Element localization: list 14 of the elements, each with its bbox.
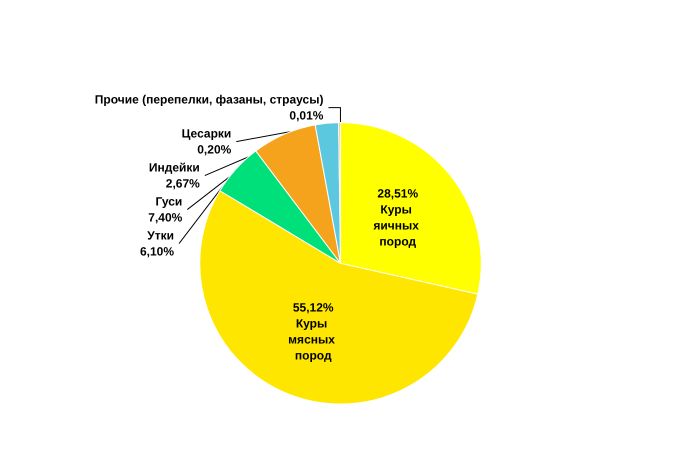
- slice-label: Утки: [147, 228, 174, 243]
- slice-label: Гуси: [156, 194, 182, 209]
- data-label: 2,67%: [166, 176, 200, 191]
- data-label: 0,20%: [197, 142, 232, 157]
- data-label: 28,51%: [377, 186, 418, 200]
- data-label: 55,12%: [292, 300, 334, 314]
- slice-label: Куры мясных пород: [288, 316, 338, 362]
- data-label: 0,01%: [289, 108, 324, 123]
- slice-label: Цесарки: [182, 126, 232, 141]
- slice-label: Индейки: [148, 160, 200, 175]
- data-label: 7,40%: [148, 210, 183, 225]
- slice-label: Куры яичных пород: [373, 202, 422, 248]
- slice-label: Прочие (перепелки, фазаны, страусы): [94, 92, 324, 107]
- data-label: 6,10%: [140, 244, 174, 259]
